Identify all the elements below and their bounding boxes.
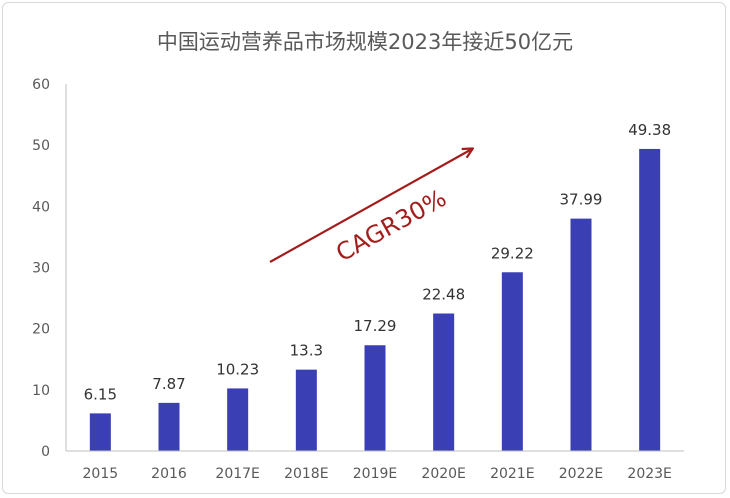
data-label: 22.48 [422, 285, 465, 303]
bar-2019E [364, 345, 386, 451]
x-tick-label: 2017E [215, 466, 259, 482]
cagr-annotation: CAGR30% [331, 184, 451, 267]
bar-2023E [639, 148, 661, 452]
x-tick-label: 2019E [353, 466, 397, 482]
y-tick-label: 50 [32, 138, 50, 154]
bar-2018E [295, 369, 317, 451]
x-tick-label: 2023E [627, 466, 671, 482]
y-tick-label: 60 [32, 77, 50, 93]
x-tick-label: 2018E [284, 466, 328, 482]
chart-title: 中国运动营养品市场规模2023年接近50亿元 [156, 30, 574, 54]
y-tick-label: 10 [32, 383, 50, 399]
x-tick-label: 2015 [83, 466, 119, 482]
y-tick-label: 20 [32, 322, 50, 338]
bar-2015 [89, 413, 111, 451]
bar-2021E [501, 272, 523, 451]
data-label: 7.87 [152, 375, 185, 393]
bar-2020E [433, 313, 455, 451]
data-label: 10.23 [216, 360, 259, 378]
y-tick-label: 40 [32, 199, 50, 215]
bar-2017E [227, 388, 249, 451]
data-label: 29.22 [491, 244, 534, 262]
y-tick-label: 30 [32, 261, 50, 277]
chart-frame [2, 2, 726, 494]
x-tick-label: 2021E [490, 466, 534, 482]
bar-2022E [570, 218, 592, 451]
data-label: 49.38 [628, 121, 671, 139]
bar-2016 [158, 402, 180, 451]
x-tick-label: 2016 [151, 466, 187, 482]
data-label: 37.99 [560, 191, 603, 209]
x-tick-label: 2022E [559, 466, 603, 482]
cagr-arrow [269, 149, 472, 263]
data-label: 17.29 [354, 317, 397, 335]
data-label: 6.15 [84, 385, 117, 403]
x-tick-label: 2020E [421, 466, 465, 482]
data-label: 13.3 [290, 342, 323, 360]
y-tick-label: 0 [41, 444, 50, 460]
